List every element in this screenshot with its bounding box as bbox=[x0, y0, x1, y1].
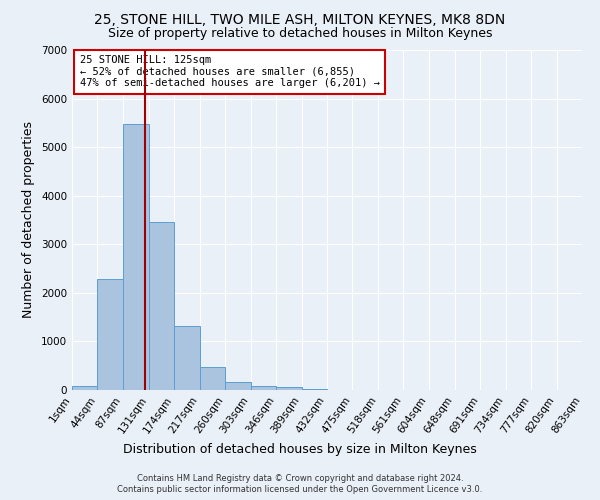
Text: Distribution of detached houses by size in Milton Keynes: Distribution of detached houses by size … bbox=[123, 442, 477, 456]
Bar bbox=[175, 326, 200, 390]
Text: Size of property relative to detached houses in Milton Keynes: Size of property relative to detached ho… bbox=[108, 28, 492, 40]
Bar bbox=[97, 280, 123, 390]
Bar bbox=[302, 388, 327, 390]
Bar bbox=[251, 386, 276, 390]
Bar bbox=[123, 124, 149, 390]
Bar bbox=[149, 222, 175, 390]
Y-axis label: Number of detached properties: Number of detached properties bbox=[22, 122, 35, 318]
Bar bbox=[200, 367, 225, 390]
Text: 25, STONE HILL, TWO MILE ASH, MILTON KEYNES, MK8 8DN: 25, STONE HILL, TWO MILE ASH, MILTON KEY… bbox=[94, 12, 506, 26]
Bar bbox=[225, 382, 251, 390]
Bar bbox=[276, 387, 302, 390]
Text: 25 STONE HILL: 125sqm
← 52% of detached houses are smaller (6,855)
47% of semi-d: 25 STONE HILL: 125sqm ← 52% of detached … bbox=[80, 55, 380, 88]
Bar bbox=[72, 386, 97, 390]
Text: Contains HM Land Registry data © Crown copyright and database right 2024.
Contai: Contains HM Land Registry data © Crown c… bbox=[118, 474, 482, 494]
